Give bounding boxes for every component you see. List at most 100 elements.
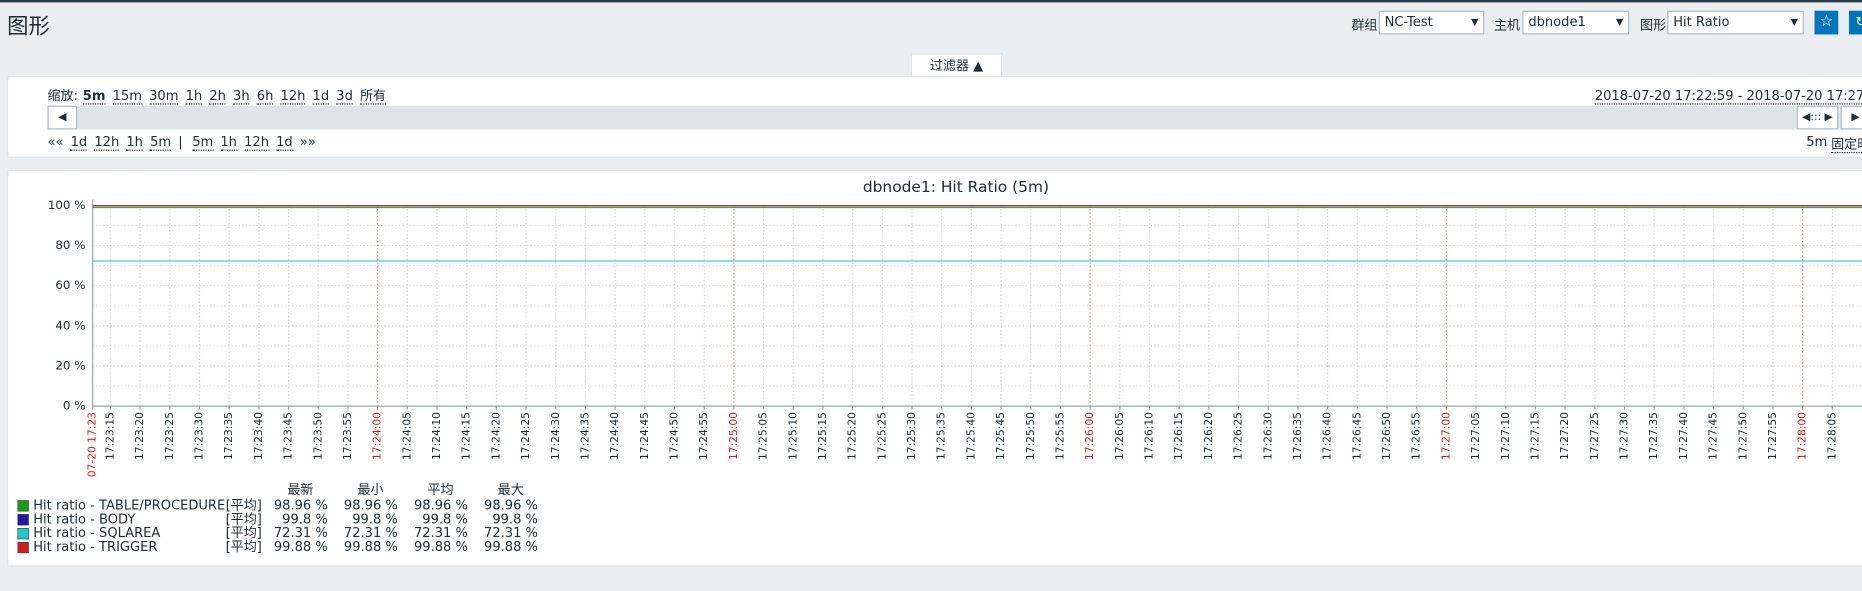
x-tick-label: 17:24:40 (608, 412, 621, 460)
filter-label: 主机 (1493, 17, 1520, 34)
y-tick-label: 100 % (48, 198, 86, 212)
y-tick-label: 80 % (55, 238, 85, 252)
x-tick-label: 17:27:50 (1736, 412, 1749, 460)
nav-forward[interactable]: 5m (192, 134, 214, 151)
filter-label: 群组 (1351, 17, 1378, 34)
legend-header: 平均 (428, 483, 454, 498)
y-tick-label: 40 % (55, 318, 85, 332)
favorite-button[interactable]: ☆ (1814, 10, 1839, 35)
legend-value: 72.31 % (414, 526, 468, 541)
legend-value: 99.88 % (414, 540, 468, 555)
x-tick-label: 17:25:15 (816, 412, 829, 460)
zoom-option[interactable]: 3h (233, 87, 250, 105)
x-tick-label: 17:23:20 (133, 412, 146, 460)
filter-label: 图形 (1639, 17, 1667, 34)
graph-panel (7, 169, 1862, 567)
legend-value: 99.88 % (344, 540, 398, 555)
fixed-text[interactable]: 固定时间 (1831, 136, 1862, 154)
legend-swatch (17, 514, 29, 526)
legend-function: [平均] (226, 498, 262, 513)
x-tick-label: 17:27:35 (1647, 412, 1660, 460)
legend-function: [平均] (226, 512, 262, 527)
x-tick-label: 17:27:00 (1439, 412, 1452, 460)
zoom-option[interactable]: 12h (280, 87, 306, 105)
x-tick-label: 17:26:05 (1113, 412, 1126, 460)
scroll-left-button[interactable]: ◀ (47, 105, 78, 130)
legend-name: Hit ratio - TABLE/PROCEDURE (33, 498, 225, 513)
nav-back[interactable]: 12h (94, 134, 120, 151)
nav-back[interactable]: 1d (70, 134, 88, 151)
x-tick-label: 17:24:00 (371, 412, 384, 460)
zoom-option[interactable]: 所有 (359, 87, 387, 105)
nav-back[interactable]: 1h (126, 134, 143, 151)
x-tick-label: 17:23:25 (163, 412, 176, 460)
graph-select[interactable]: Hit Ratio (1667, 10, 1804, 35)
legend-header: 最小 (357, 483, 383, 498)
legend-swatch (17, 541, 29, 554)
refresh-button[interactable]: ↻ (1848, 10, 1862, 35)
zoom-option[interactable]: 5m (82, 87, 106, 105)
scroll-right-button[interactable]: ▶ (1840, 105, 1862, 130)
nav-back[interactable]: 5m (150, 134, 172, 151)
zoom-label: 缩放: (47, 87, 79, 104)
x-tick-label: 17:24:50 (668, 412, 681, 460)
x-tick-label: 17:25:50 (1024, 412, 1037, 460)
nav-forward[interactable]: 1h (220, 134, 237, 151)
x-tick-label: 17:25:55 (1053, 412, 1066, 460)
x-tick-label: 17:27:55 (1766, 412, 1779, 460)
x-tick-label: 17:23:35 (222, 412, 235, 460)
x-tick-label: 17:24:20 (489, 412, 502, 460)
x-tick-label: 17:28:00 (1796, 412, 1809, 460)
legend-swatch (17, 528, 29, 540)
zoom-option[interactable]: 6h (256, 87, 274, 105)
zoom-option[interactable]: 1h (185, 87, 203, 105)
zoom-option[interactable]: 2h (209, 87, 226, 105)
filter-tab[interactable]: 过滤器 ▲ (910, 53, 1003, 78)
legend-value: 72.31 % (344, 526, 398, 541)
x-tick-label: 17:25:35 (935, 412, 948, 460)
x-tick-label: 17:27:30 (1618, 412, 1631, 460)
x-tick-label: 17:24:25 (519, 412, 532, 460)
top-bar (0, 0, 1862, 3)
page-title: 图形 (7, 14, 50, 40)
zoom-option[interactable]: 15m (112, 87, 142, 105)
x-tick-label: 17:27:45 (1707, 412, 1720, 460)
x-tick-label: 17:27:10 (1499, 412, 1512, 460)
legend-value: 99.8 % (492, 512, 538, 527)
y-tick-label: 0 % (63, 399, 86, 413)
zoom-option[interactable]: 1d (312, 87, 330, 105)
nav-row: «« 1d 12h 1h 5m | 5m 1h 12h 1d »» (47, 134, 316, 151)
host-select[interactable]: dbnode1 (1522, 10, 1630, 35)
nav-forward[interactable]: 1d (276, 134, 293, 151)
group-select[interactable]: NC-Test (1378, 10, 1485, 35)
x-tick-label: 17:27:40 (1677, 412, 1690, 460)
x-tick-label: 17:24:45 (638, 412, 651, 460)
zoom-row: 缩放: 5m 15m 30m 1h 2h 3h 6h 12h 1d 3d 所有 (48, 86, 394, 105)
zoom-option[interactable]: 30m (149, 87, 179, 105)
x-tick-label: 17:24:05 (400, 412, 413, 460)
zoom-option[interactable]: 3d (336, 87, 353, 105)
legend-function: [平均] (226, 540, 262, 555)
time-range-text[interactable]: 2018-07-20 17:22:59 - 2018-07-20 17:27:5… (1594, 87, 1862, 105)
x-tick-label: 17:25:05 (757, 412, 770, 460)
x-tick-label: 07-20 17:23 (86, 412, 99, 477)
x-tick-label: 17:27:05 (1469, 412, 1482, 460)
x-tick-label: 17:24:30 (549, 412, 562, 460)
x-tick-label: 17:24:10 (430, 412, 443, 460)
x-tick-label: 17:26:45 (1350, 412, 1363, 460)
scroll-handle[interactable]: ◀::: ▶ (1796, 105, 1839, 130)
legend-value: 99.88 % (484, 540, 538, 555)
fixed-toggle[interactable]: 固定时间 (1831, 134, 1862, 154)
x-tick-label: 17:25:00 (727, 412, 740, 460)
nav-forward[interactable]: »» (299, 134, 316, 150)
x-tick-label: 17:23:30 (193, 412, 206, 460)
x-tick-label: 17:24:15 (460, 412, 473, 460)
nav-forward[interactable]: 12h (244, 134, 269, 151)
legend-value: 98.96 % (274, 498, 328, 513)
x-tick-label: 17:25:40 (964, 412, 977, 460)
x-tick-label: 17:23:15 (103, 412, 116, 460)
x-tick-label: 17:26:30 (1261, 412, 1274, 460)
x-tick-label: 17:26:50 (1380, 412, 1393, 460)
nav-back[interactable]: «« (47, 134, 64, 150)
